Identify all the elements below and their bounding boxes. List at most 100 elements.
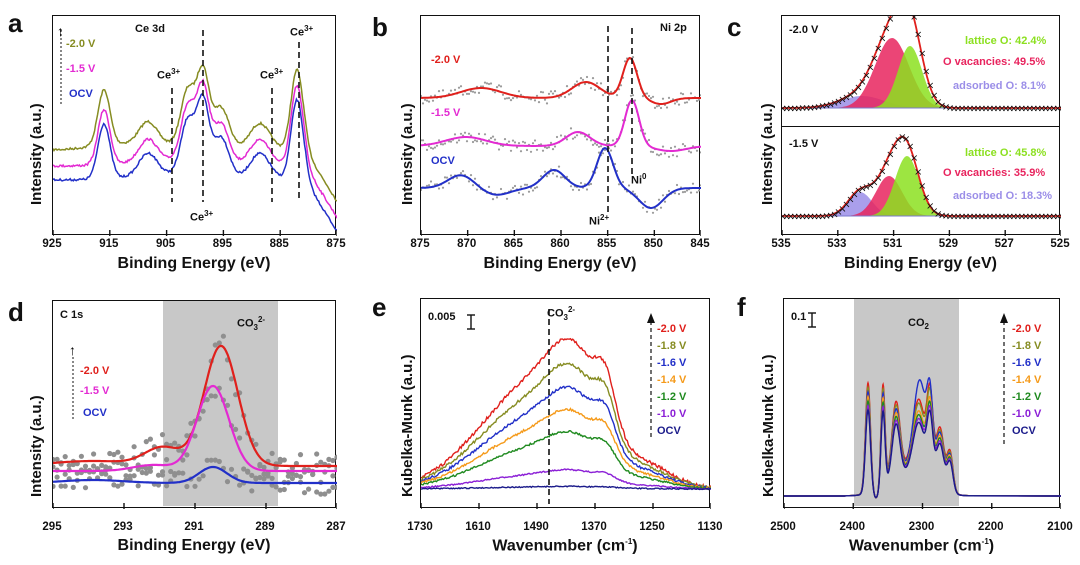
data-marker: × bbox=[786, 103, 794, 114]
fit-line bbox=[421, 147, 701, 210]
data-marker: × bbox=[1002, 104, 1010, 115]
data-point bbox=[168, 468, 174, 475]
panel-letter-e: e bbox=[372, 292, 387, 322]
data-marker: × bbox=[994, 104, 1002, 115]
data-point bbox=[473, 177, 477, 180]
data-point bbox=[184, 483, 190, 490]
data-point bbox=[164, 441, 170, 447]
data-point bbox=[119, 461, 125, 467]
data-point bbox=[505, 197, 509, 200]
data-point bbox=[281, 457, 287, 463]
data-marker: × bbox=[902, 134, 910, 145]
data-point bbox=[531, 142, 535, 145]
data-point bbox=[334, 454, 337, 460]
data-marker: × bbox=[954, 103, 962, 114]
data-point bbox=[667, 96, 671, 99]
panel-b-spectra bbox=[421, 26, 701, 236]
data-point bbox=[467, 92, 471, 95]
data-marker: × bbox=[882, 158, 890, 169]
data-point bbox=[591, 77, 595, 80]
x-tick-label: 1610 bbox=[465, 521, 491, 533]
data-point bbox=[685, 101, 689, 104]
data-point bbox=[551, 172, 555, 175]
data-point bbox=[204, 457, 210, 463]
data-point bbox=[200, 473, 206, 479]
data-point bbox=[527, 190, 531, 193]
data-point bbox=[535, 94, 539, 97]
data-point bbox=[139, 469, 145, 476]
legend-item: OCV bbox=[657, 425, 681, 437]
data-point bbox=[695, 191, 699, 194]
data-point bbox=[521, 193, 525, 196]
data-point bbox=[497, 84, 501, 87]
data-marker: × bbox=[1006, 212, 1014, 223]
data-point bbox=[535, 148, 539, 151]
data-point bbox=[535, 186, 539, 189]
panel-e-scale: 0.005 bbox=[428, 311, 456, 323]
data-marker: × bbox=[1010, 212, 1018, 223]
data-point bbox=[297, 474, 304, 480]
data-marker: × bbox=[1034, 104, 1042, 115]
data-marker: × bbox=[958, 211, 966, 222]
data-point bbox=[143, 470, 149, 476]
data-point bbox=[589, 87, 593, 90]
data-point bbox=[224, 402, 231, 408]
data-marker: × bbox=[926, 201, 934, 212]
data-point bbox=[665, 106, 669, 109]
panel-c-bottom-voltage: -1.5 V bbox=[789, 138, 819, 150]
data-point bbox=[107, 475, 113, 481]
data-marker: × bbox=[826, 210, 834, 221]
data-point bbox=[657, 198, 661, 201]
data-point bbox=[66, 462, 72, 468]
data-marker: × bbox=[930, 206, 938, 217]
data-point bbox=[119, 481, 125, 487]
data-point bbox=[525, 148, 529, 152]
data-point bbox=[261, 476, 267, 482]
data-marker: × bbox=[918, 48, 926, 59]
data-point bbox=[513, 141, 517, 144]
data-marker: × bbox=[994, 212, 1002, 223]
data-point bbox=[285, 473, 291, 479]
data-point bbox=[651, 150, 655, 154]
data-marker: × bbox=[1054, 212, 1061, 223]
data-point bbox=[453, 133, 457, 136]
data-point bbox=[196, 476, 202, 482]
data-point bbox=[699, 94, 701, 97]
data-marker: × bbox=[926, 81, 934, 92]
data-marker: × bbox=[1030, 104, 1038, 115]
data-marker: × bbox=[850, 190, 858, 201]
data-point bbox=[603, 148, 607, 152]
data-point bbox=[647, 138, 651, 142]
data-point bbox=[503, 97, 507, 100]
data-marker: × bbox=[886, 16, 894, 25]
data-marker: × bbox=[862, 70, 870, 81]
x-tick-label: 875 bbox=[326, 238, 346, 250]
data-point bbox=[593, 142, 597, 145]
data-point bbox=[491, 135, 495, 138]
data-point bbox=[557, 165, 561, 168]
panel-a-xlabel: Binding Energy (eV) bbox=[117, 255, 271, 272]
data-marker: × bbox=[854, 186, 862, 197]
data-point bbox=[493, 91, 497, 94]
annotation-ce3-4: Ce3+ bbox=[290, 24, 314, 39]
data-marker: × bbox=[850, 87, 858, 98]
x-tick-label: 287 bbox=[326, 521, 346, 533]
panel-c-xlabel: Binding Energy (eV) bbox=[844, 255, 997, 272]
data-point bbox=[147, 436, 153, 442]
data-point bbox=[683, 101, 687, 104]
data-point bbox=[519, 185, 523, 188]
data-point bbox=[699, 184, 701, 187]
data-point bbox=[487, 185, 491, 188]
data-point bbox=[475, 140, 479, 143]
data-point bbox=[220, 333, 226, 339]
data-point bbox=[457, 139, 461, 142]
x-tick-label: 2200 bbox=[977, 521, 1004, 533]
data-point bbox=[212, 393, 218, 399]
data-point bbox=[53, 483, 56, 489]
spectrum-line bbox=[53, 64, 337, 202]
data-point bbox=[647, 94, 651, 98]
data-point bbox=[655, 153, 659, 156]
data-point bbox=[421, 139, 425, 142]
data-point bbox=[293, 472, 299, 478]
data-marker: × bbox=[1014, 104, 1022, 115]
